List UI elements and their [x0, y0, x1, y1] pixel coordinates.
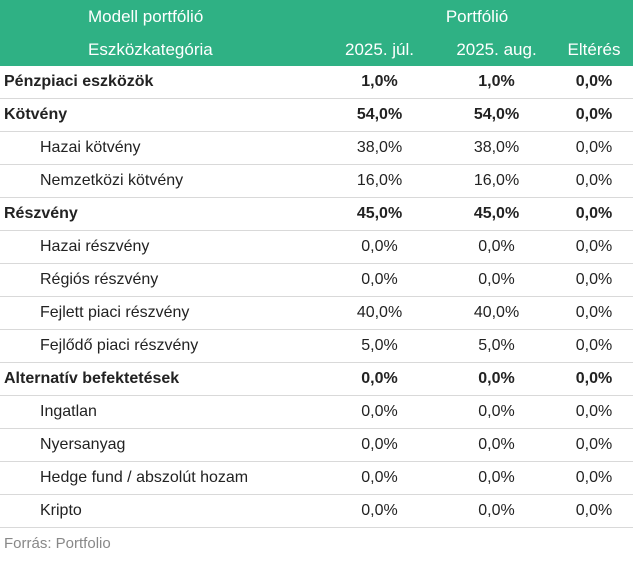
- header-row-2: Eszközkategória 2025. júl. 2025. aug. El…: [0, 34, 633, 66]
- table-row: Régiós részvény 0,0% 0,0% 0,0%: [0, 263, 633, 297]
- row-jul: 0,0%: [321, 461, 438, 495]
- row-label: Hazai részvény: [0, 230, 321, 264]
- row-diff: 0,0%: [555, 197, 633, 231]
- row-diff: 0,0%: [555, 428, 633, 462]
- row-label: Fejlett piaci részvény: [0, 296, 321, 330]
- table-row: Részvény 45,0% 45,0% 0,0%: [0, 197, 633, 231]
- row-label: Részvény: [0, 197, 321, 231]
- table-row: Hedge fund / abszolút hozam 0,0% 0,0% 0,…: [0, 461, 633, 495]
- row-label: Kötvény: [0, 98, 321, 132]
- table-body: Pénzpiaci eszközök 1,0% 1,0% 0,0% Kötvén…: [0, 66, 633, 528]
- table-header: Modell portfólió Portfólió Eszközkategór…: [0, 0, 633, 66]
- row-aug: 0,0%: [438, 395, 555, 429]
- row-label: Hedge fund / abszolút hozam: [0, 461, 321, 495]
- row-diff: 0,0%: [555, 296, 633, 330]
- portfolio-allocation-table: Modell portfólió Portfólió Eszközkategór…: [0, 0, 633, 528]
- table-row: Kripto 0,0% 0,0% 0,0%: [0, 494, 633, 528]
- row-label: Alternatív befektetések: [0, 362, 321, 396]
- row-diff: 0,0%: [555, 329, 633, 363]
- source-note: Forrás: Portfolio: [4, 535, 111, 552]
- header-aug: 2025. aug.: [438, 34, 555, 66]
- header-jul: 2025. júl.: [321, 34, 438, 66]
- row-diff: 0,0%: [555, 131, 633, 165]
- row-jul: 1,0%: [321, 66, 438, 99]
- row-aug: 54,0%: [438, 98, 555, 132]
- table-row: Alternatív befektetések 0,0% 0,0% 0,0%: [0, 362, 633, 396]
- table-row: Nemzetközi kötvény 16,0% 16,0% 0,0%: [0, 164, 633, 198]
- table-row: Kötvény 54,0% 54,0% 0,0%: [0, 98, 633, 132]
- row-aug: 16,0%: [438, 164, 555, 198]
- table-row: Fejlett piaci részvény 40,0% 40,0% 0,0%: [0, 296, 633, 330]
- table-row: Ingatlan 0,0% 0,0% 0,0%: [0, 395, 633, 429]
- row-label: Régiós részvény: [0, 263, 321, 297]
- table-row: Pénzpiaci eszközök 1,0% 1,0% 0,0%: [0, 66, 633, 99]
- row-diff: 0,0%: [555, 230, 633, 264]
- row-diff: 0,0%: [555, 263, 633, 297]
- row-jul: 0,0%: [321, 494, 438, 528]
- row-aug: 0,0%: [438, 461, 555, 495]
- row-jul: 0,0%: [321, 362, 438, 396]
- row-aug: 45,0%: [438, 197, 555, 231]
- row-aug: 0,0%: [438, 230, 555, 264]
- table-row: Fejlődő piaci részvény 5,0% 5,0% 0,0%: [0, 329, 633, 363]
- header-diff: Eltérés: [555, 34, 633, 66]
- row-label: Ingatlan: [0, 395, 321, 429]
- row-aug: 5,0%: [438, 329, 555, 363]
- row-label: Nyersanyag: [0, 428, 321, 462]
- row-jul: 45,0%: [321, 197, 438, 231]
- row-aug: 0,0%: [438, 362, 555, 396]
- row-jul: 0,0%: [321, 263, 438, 297]
- header-asset-category: Eszközkategória: [0, 34, 321, 66]
- row-aug: 40,0%: [438, 296, 555, 330]
- row-jul: 38,0%: [321, 131, 438, 165]
- table-row: Nyersanyag 0,0% 0,0% 0,0%: [0, 428, 633, 462]
- row-label: Pénzpiaci eszközök: [0, 66, 321, 99]
- table-row: Hazai kötvény 38,0% 38,0% 0,0%: [0, 131, 633, 165]
- row-diff: 0,0%: [555, 461, 633, 495]
- row-jul: 54,0%: [321, 98, 438, 132]
- row-aug: 0,0%: [438, 263, 555, 297]
- row-jul: 16,0%: [321, 164, 438, 198]
- row-jul: 0,0%: [321, 428, 438, 462]
- row-aug: 0,0%: [438, 428, 555, 462]
- header-model-portfolio: Modell portfólió: [0, 0, 321, 34]
- row-label: Nemzetközi kötvény: [0, 164, 321, 198]
- row-jul: 5,0%: [321, 329, 438, 363]
- row-jul: 0,0%: [321, 395, 438, 429]
- row-diff: 0,0%: [555, 164, 633, 198]
- row-jul: 40,0%: [321, 296, 438, 330]
- row-diff: 0,0%: [555, 362, 633, 396]
- row-aug: 1,0%: [438, 66, 555, 99]
- table-row: Hazai részvény 0,0% 0,0% 0,0%: [0, 230, 633, 264]
- row-label: Fejlődő piaci részvény: [0, 329, 321, 363]
- row-diff: 0,0%: [555, 494, 633, 528]
- row-diff: 0,0%: [555, 66, 633, 99]
- header-portfolio: Portfólió: [321, 0, 633, 34]
- header-row-1: Modell portfólió Portfólió: [0, 0, 633, 34]
- row-jul: 0,0%: [321, 230, 438, 264]
- row-diff: 0,0%: [555, 395, 633, 429]
- row-aug: 0,0%: [438, 494, 555, 528]
- row-aug: 38,0%: [438, 131, 555, 165]
- row-diff: 0,0%: [555, 98, 633, 132]
- row-label: Hazai kötvény: [0, 131, 321, 165]
- row-label: Kripto: [0, 494, 321, 528]
